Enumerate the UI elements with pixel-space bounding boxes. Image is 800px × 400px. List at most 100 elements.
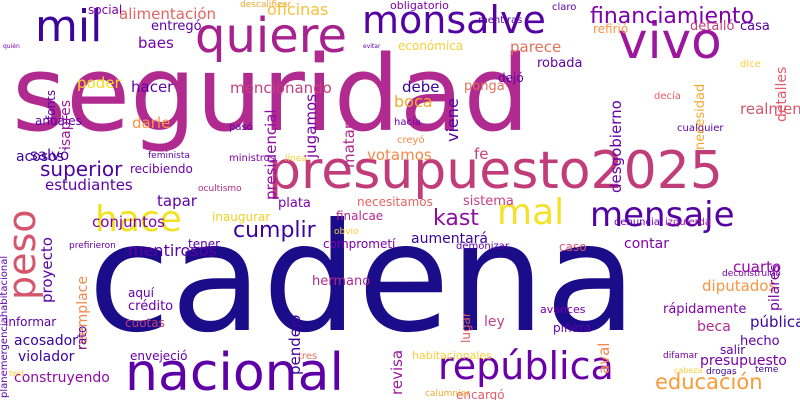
word: parece (510, 38, 562, 56)
word: informar (5, 315, 57, 329)
word: vivo (618, 12, 722, 70)
word: mentirosos (128, 241, 217, 260)
word: calumniar (425, 389, 470, 399)
word: claro (552, 2, 577, 13)
word: pública (750, 313, 800, 331)
word: aquí (128, 286, 154, 300)
word: hacía (394, 117, 421, 128)
word: evitar (363, 43, 381, 50)
word: hacer (131, 78, 174, 96)
word: planemergenciahabitacional (0, 255, 10, 398)
word: refirió (593, 22, 629, 36)
word: demonizar (456, 241, 509, 252)
word: mensaje (590, 195, 735, 235)
word: envejeció (130, 349, 188, 363)
word: seguridad (12, 33, 530, 155)
word: mal (497, 192, 565, 233)
word: rápidamente (663, 302, 747, 317)
word: alimentación (119, 5, 217, 23)
word: encargó (456, 388, 505, 400)
word: decía (654, 91, 681, 102)
word: desgobierno (607, 100, 625, 193)
word: prefirieron (69, 241, 116, 251)
word: votamos (367, 146, 432, 164)
word: estudiantes (45, 176, 133, 194)
word: pasó (229, 122, 253, 133)
word: robada (537, 56, 583, 71)
word: poder (77, 74, 121, 92)
word: obligatorio (390, 0, 449, 12)
word: violador (18, 349, 75, 365)
word: test (9, 369, 25, 378)
word: drogas (706, 367, 737, 377)
word: piñera (553, 321, 592, 335)
word: rato (75, 325, 89, 350)
word: mencionando (230, 79, 332, 97)
word: república (438, 344, 614, 388)
word: monsalve (362, 0, 546, 42)
word: quiere (195, 8, 347, 64)
word: fonts (44, 89, 58, 120)
word: dice (740, 59, 761, 70)
word: nacional (125, 343, 344, 400)
word: necesitamos (357, 195, 433, 209)
word: denuncia (614, 217, 660, 228)
word: baes (138, 34, 174, 52)
word: kast (433, 206, 479, 231)
word: financiamiento (590, 4, 755, 29)
word: entregó (151, 19, 202, 34)
word: recibiendo (130, 162, 193, 176)
word: casa (740, 19, 770, 34)
word: obvio (334, 227, 359, 237)
word: proyecto (38, 237, 56, 303)
word: hecho (740, 334, 780, 349)
word: acosos (16, 149, 64, 165)
word: inaugurar (212, 210, 271, 224)
word: teme (755, 365, 779, 375)
word: oficinas (267, 0, 329, 19)
word: descalificar (240, 0, 292, 10)
word: tres (298, 351, 318, 362)
word: creyó (397, 135, 425, 146)
word: hace (95, 199, 182, 240)
word: dejó (498, 71, 524, 85)
word: pilares (767, 264, 783, 311)
word: salvó (30, 146, 70, 164)
word: económica (398, 39, 464, 53)
word: sistema (463, 194, 514, 209)
word: mil (35, 1, 103, 52)
word: conjuntos (92, 213, 165, 231)
word: educación (655, 370, 763, 394)
word: caso (559, 240, 587, 254)
word: tapar (157, 192, 197, 210)
word: debe (402, 78, 440, 96)
word: habitacionales (412, 349, 492, 362)
word: social (88, 3, 123, 17)
word: beca (697, 319, 731, 335)
word: revisa (388, 349, 406, 395)
word: matar (340, 122, 358, 168)
word: presupuesto (700, 353, 787, 369)
word: línea (285, 154, 307, 164)
word: anuales (35, 114, 82, 128)
word: comprometí (323, 237, 396, 251)
word: feminista (148, 151, 190, 161)
word: avances (540, 303, 586, 316)
word: realmente (740, 100, 800, 118)
word: cuotas (125, 316, 165, 330)
word: superior (40, 157, 123, 181)
word: contar (624, 236, 669, 252)
word: viene (443, 98, 462, 142)
word: fe (474, 145, 489, 163)
word: diputados (702, 277, 777, 295)
word: cualquier (677, 123, 724, 134)
word: cadena (88, 192, 637, 366)
word: presidencial (262, 109, 280, 200)
word: difamar (663, 351, 698, 361)
word: ocultismo (198, 184, 242, 194)
word: tener (188, 237, 221, 251)
word: detalló (690, 19, 735, 34)
word: finalcae (336, 209, 384, 223)
word: necesidad (693, 83, 708, 150)
